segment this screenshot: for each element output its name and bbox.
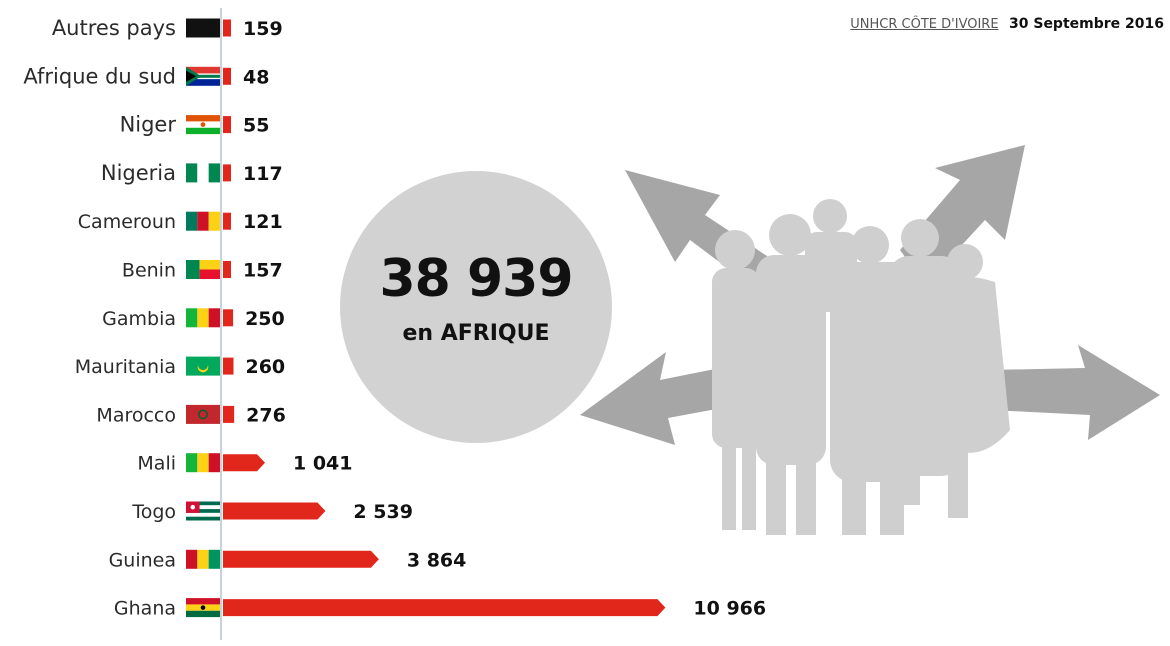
guinea-flag-icon bbox=[186, 549, 220, 569]
value-label: 121 bbox=[243, 211, 283, 233]
bar bbox=[223, 550, 379, 568]
source-org: UNHCR CÔTE D'IVOIRE bbox=[850, 17, 999, 32]
value-label: 159 bbox=[243, 18, 283, 40]
category-label: Togo bbox=[131, 501, 176, 523]
value-label: 117 bbox=[243, 163, 283, 185]
value-label: 260 bbox=[245, 356, 285, 378]
bar bbox=[223, 405, 235, 423]
niger-flag-icon bbox=[186, 115, 220, 135]
total-value: 38 939 bbox=[379, 249, 573, 309]
value-label: 1 041 bbox=[293, 453, 353, 475]
category-label: Autres pays bbox=[52, 16, 176, 40]
morocco-flag-icon bbox=[186, 404, 220, 424]
category-label: Benin bbox=[122, 260, 176, 282]
bar bbox=[223, 261, 231, 278]
chart-row: Togo 2 539 bbox=[131, 501, 413, 523]
value-label: 157 bbox=[243, 260, 283, 282]
value-label: 48 bbox=[243, 66, 269, 88]
source-line: UNHCR CÔTE D'IVOIRE 30 Septembre 2016 bbox=[850, 16, 1164, 32]
chart-row: Gambia 250 bbox=[102, 308, 285, 330]
chart-row: Niger 55 bbox=[120, 113, 270, 137]
source-date: 30 Septembre 2016 bbox=[1009, 16, 1164, 32]
chart-row: Nigeria 117 bbox=[101, 161, 283, 185]
mauritania-flag-icon bbox=[186, 356, 220, 376]
bar bbox=[223, 212, 231, 230]
chart-row: Marocco 276 bbox=[96, 404, 285, 426]
chart-row: Cameroun 121 bbox=[78, 211, 283, 233]
chart-row: Afrique du sud 48 bbox=[23, 64, 269, 88]
cameroon-flag-icon bbox=[186, 211, 220, 231]
ghana-flag-icon bbox=[186, 598, 220, 618]
bar bbox=[223, 454, 265, 472]
refugees-illustration bbox=[580, 145, 1160, 535]
mali-flag-icon bbox=[186, 308, 220, 328]
category-label: Nigeria bbox=[101, 161, 176, 185]
category-label: Guinea bbox=[109, 549, 176, 571]
value-label: 55 bbox=[243, 115, 269, 137]
value-label: 276 bbox=[246, 404, 286, 426]
chart-row: Mauritania 260 bbox=[75, 356, 285, 378]
chart-row: Ghana 10 966 bbox=[114, 598, 766, 620]
bar bbox=[223, 599, 666, 617]
total-bubble: 38 939 en AFRIQUE bbox=[340, 171, 612, 443]
chart-row: Mali 1 041 bbox=[137, 453, 352, 475]
value-label: 2 539 bbox=[353, 501, 413, 523]
south-africa-flag-icon bbox=[186, 66, 220, 86]
bar bbox=[223, 309, 234, 327]
chart-row: Autres pays 159 bbox=[52, 16, 283, 40]
chart-row: Benin 157 bbox=[122, 260, 283, 282]
bar bbox=[223, 67, 231, 85]
category-label: Mali bbox=[137, 453, 176, 475]
mali-flag-icon bbox=[186, 453, 220, 473]
bar bbox=[223, 19, 231, 37]
chart-row: Guinea 3 864 bbox=[109, 549, 467, 571]
people-silhouette-icon bbox=[712, 199, 1010, 535]
black-flag-icon bbox=[186, 18, 220, 38]
value-label: 250 bbox=[245, 308, 285, 330]
togo-flag-icon bbox=[186, 501, 220, 521]
bar bbox=[223, 116, 231, 134]
category-label: Marocco bbox=[96, 404, 176, 426]
value-label: 10 966 bbox=[693, 598, 766, 620]
category-label: Ghana bbox=[114, 598, 176, 620]
category-label: Gambia bbox=[102, 308, 176, 330]
bar bbox=[223, 164, 231, 182]
category-label: Mauritania bbox=[75, 356, 176, 378]
bar bbox=[223, 357, 234, 375]
total-region: en AFRIQUE bbox=[402, 321, 550, 346]
category-label: Cameroun bbox=[78, 211, 176, 233]
category-label: Afrique du sud bbox=[23, 64, 176, 88]
benin-flag-icon bbox=[186, 260, 220, 279]
nigeria-flag-icon bbox=[186, 163, 220, 183]
category-label: Niger bbox=[120, 113, 177, 137]
value-label: 3 864 bbox=[407, 549, 467, 571]
bar bbox=[223, 502, 326, 520]
